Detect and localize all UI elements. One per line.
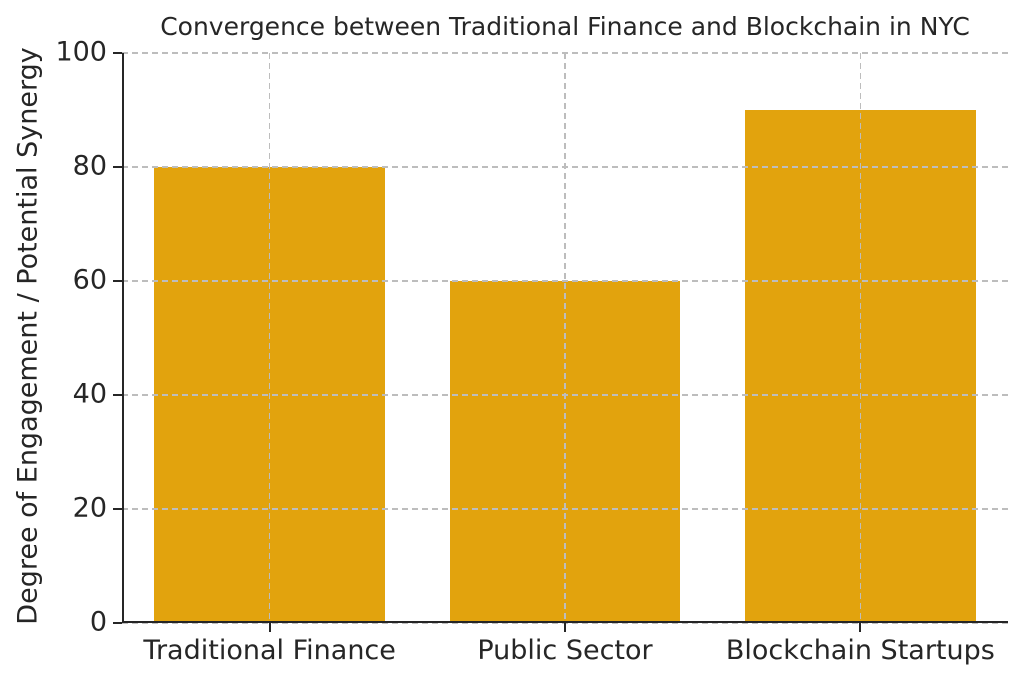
y-tick-mark	[113, 166, 122, 168]
x-axis-spine	[122, 621, 1008, 623]
y-tick-label: 60	[72, 264, 107, 296]
y-tick-label: 80	[72, 150, 107, 182]
x-tick-label-traditional-finance: Traditional Finance	[143, 635, 396, 666]
y-tick-label: 20	[72, 492, 107, 524]
y-tick-label: 40	[72, 378, 107, 410]
x-tick-mark	[268, 623, 271, 632]
x-tick-label-blockchain-startups: Blockchain Startups	[725, 635, 995, 666]
y-axis-spine	[122, 53, 124, 623]
y-tick-mark	[113, 52, 122, 54]
gridline-vertical	[268, 53, 271, 623]
y-tick-label: 0	[89, 606, 107, 638]
y-tick-mark	[113, 280, 122, 282]
gridline-vertical	[859, 53, 862, 623]
y-tick-mark	[113, 622, 122, 624]
y-tick-label: 100	[55, 36, 107, 68]
y-tick-mark	[113, 508, 122, 510]
gridline-vertical	[564, 53, 566, 623]
y-tick-mark	[113, 394, 122, 396]
x-tick-mark	[564, 623, 566, 632]
y-axis-label: Degree of Engagement / Potential Synergy	[12, 47, 44, 625]
x-tick-mark	[859, 623, 862, 632]
x-tick-label-public-sector: Public Sector	[477, 635, 653, 666]
plot-area: 0 20 40 60 80 100 Traditional Finance Public Se…	[55, 36, 1008, 666]
chart-title: Convergence between Traditional Finance …	[160, 12, 970, 41]
